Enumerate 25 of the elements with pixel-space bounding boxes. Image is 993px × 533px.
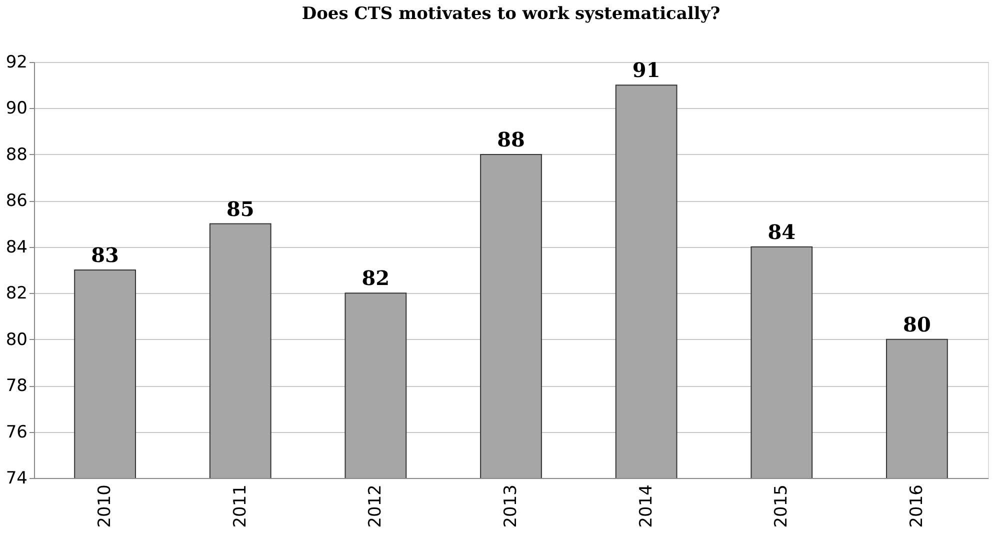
x-tick-label: 2015 <box>772 484 792 528</box>
chart-title: Does CTS motivates to work systematically? <box>302 4 720 24</box>
x-tick-label: 2011 <box>230 484 250 528</box>
y-tick-label: 76 <box>6 422 28 442</box>
y-tick-label: 86 <box>6 191 28 212</box>
data-label: 88 <box>497 127 525 152</box>
x-tick-label: 2012 <box>366 484 386 528</box>
data-label: 85 <box>226 196 254 221</box>
y-tick-label: 84 <box>6 237 28 258</box>
x-tick-label: 2016 <box>906 484 927 528</box>
y-tick-label: 80 <box>6 330 28 350</box>
y-tick-label: 92 <box>6 52 28 72</box>
data-label: 82 <box>362 266 390 290</box>
y-tick-label: 74 <box>6 468 28 488</box>
data-label: 91 <box>632 58 660 82</box>
y-tick-label: 90 <box>6 98 28 119</box>
data-label: 80 <box>903 312 931 336</box>
y-tick-label: 82 <box>6 284 28 304</box>
x-tick-label: 2013 <box>501 484 521 528</box>
x-tick-label: 2010 <box>95 484 116 528</box>
y-tick-label: 88 <box>6 144 28 165</box>
y-tick-label: 78 <box>6 376 28 396</box>
data-label: 84 <box>768 220 796 244</box>
x-tick-label: 2014 <box>636 484 656 528</box>
data-label: 83 <box>91 243 119 267</box>
